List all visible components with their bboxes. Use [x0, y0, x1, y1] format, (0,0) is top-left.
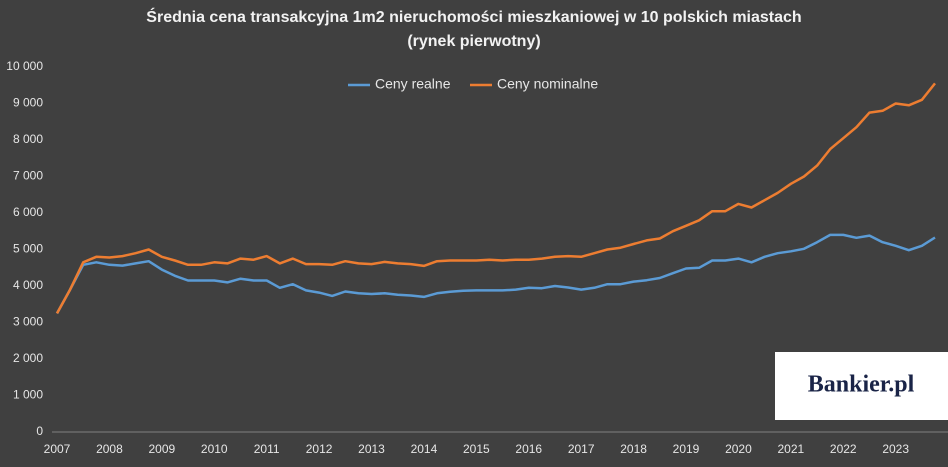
x-tick-label: 2010 — [201, 442, 228, 456]
x-tick-label: 2017 — [568, 442, 595, 456]
y-tick-label: 4 000 — [13, 278, 43, 292]
x-tick-label: 2023 — [882, 442, 909, 456]
x-tick-label: 2007 — [44, 442, 71, 456]
x-tick-label: 2016 — [515, 442, 542, 456]
chart-title: Średnia cena transakcyjna 1m2 nieruchomo… — [146, 7, 801, 26]
y-tick-label: 7 000 — [13, 169, 43, 183]
x-tick-label: 2020 — [725, 442, 752, 456]
y-tick-label: 0 — [36, 424, 43, 438]
legend-label: Ceny nominalne — [497, 76, 598, 92]
y-tick-label: 9 000 — [13, 96, 43, 110]
y-tick-label: 10 000 — [6, 59, 43, 73]
x-tick-label: 2021 — [777, 442, 804, 456]
y-tick-label: 3 000 — [13, 315, 43, 329]
x-tick-label: 2012 — [306, 442, 333, 456]
y-tick-label: 1 000 — [13, 388, 43, 402]
logo: Bankier.pl — [808, 372, 915, 398]
logo-box — [775, 352, 948, 420]
y-tick-label: 6 000 — [13, 205, 43, 219]
x-tick-label: 2009 — [148, 442, 175, 456]
x-tick-label: 2019 — [673, 442, 700, 456]
x-tick-label: 2015 — [463, 442, 490, 456]
x-tick-label: 2011 — [254, 442, 280, 456]
x-tick-label: 2008 — [96, 442, 123, 456]
legend-label: Ceny realne — [375, 76, 451, 92]
line-series — [55, 233, 936, 315]
x-tick-label: 2014 — [411, 442, 438, 456]
line-series — [55, 82, 936, 315]
x-tick-label: 2022 — [830, 442, 857, 456]
x-tick-label: 2013 — [358, 442, 385, 456]
y-tick-label: 8 000 — [13, 132, 43, 146]
x-tick-label: 2018 — [620, 442, 647, 456]
y-tick-label: 5 000 — [13, 242, 43, 256]
y-tick-label: 2 000 — [13, 351, 43, 365]
chart-subtitle: (rynek pierwotny) — [407, 33, 540, 50]
